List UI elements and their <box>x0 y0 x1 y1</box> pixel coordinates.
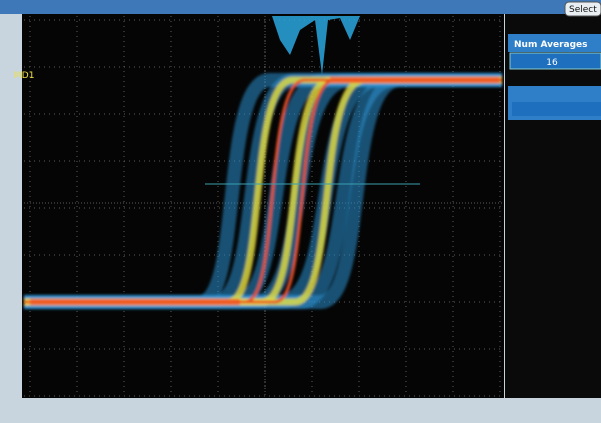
trace-red <box>24 78 502 304</box>
menu-label: Num Averages <box>514 40 587 50</box>
menu-header <box>508 34 601 52</box>
trace-yellow <box>24 76 502 306</box>
trace-yellow <box>24 76 502 306</box>
bottom-frame <box>0 398 601 423</box>
value-box[interactable] <box>509 52 601 70</box>
screen <box>22 14 504 398</box>
marker-label: MD1 <box>14 71 34 81</box>
top-bar <box>0 0 601 14</box>
select-label: Select <box>569 5 597 15</box>
trace-red <box>24 78 502 304</box>
trace-blue <box>24 73 502 309</box>
menu-slot-box <box>512 102 601 116</box>
menu-value: 16 <box>546 58 558 68</box>
side-panel <box>505 14 601 398</box>
histogram <box>262 16 360 75</box>
trace-yellow <box>24 76 502 306</box>
select-button[interactable] <box>564 1 601 17</box>
waveform <box>24 73 502 309</box>
